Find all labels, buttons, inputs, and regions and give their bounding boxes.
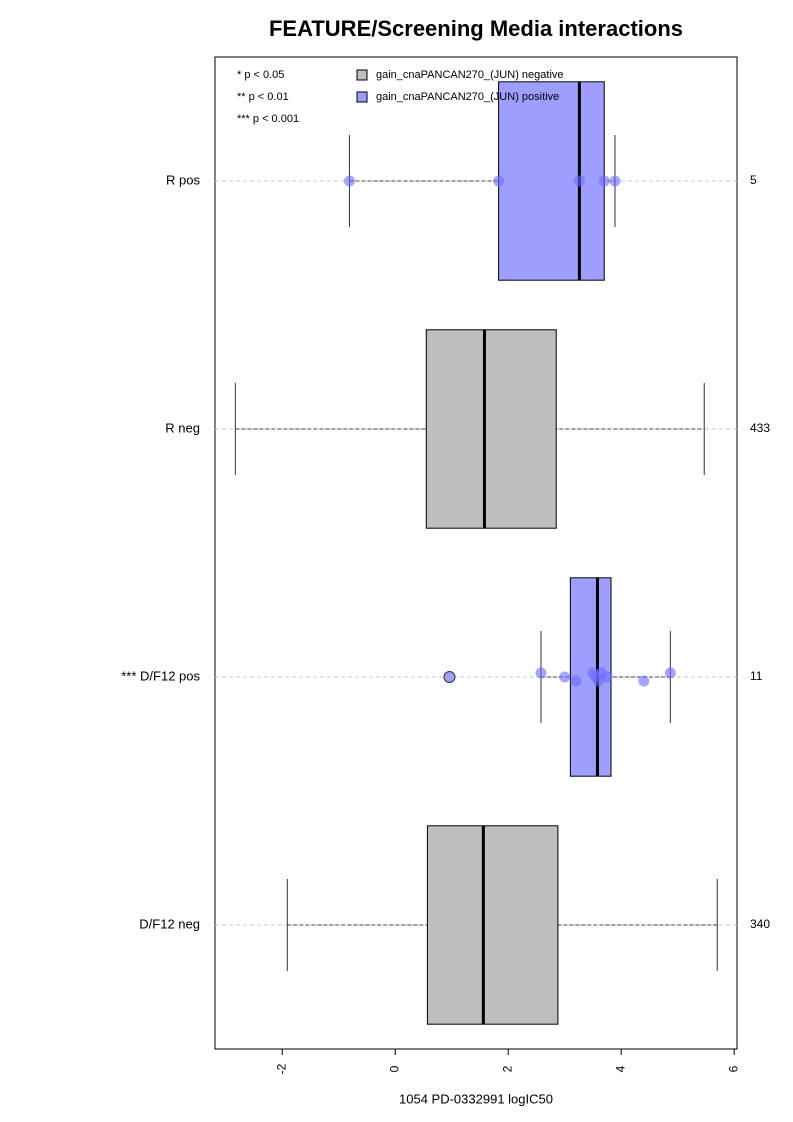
significance-legend: * p < 0.05 (237, 69, 284, 81)
data-point (559, 671, 571, 683)
legend-label: gain_cnaPANCAN270_(JUN) positive (376, 91, 559, 103)
data-point (609, 175, 621, 187)
y-tick-label: R pos (166, 172, 200, 187)
significance-legend: *** p < 0.001 (237, 113, 299, 125)
count-label: 433 (750, 421, 770, 435)
data-point (493, 175, 505, 187)
legend-swatch (356, 91, 368, 103)
data-point (570, 675, 582, 687)
box (498, 81, 605, 281)
box (425, 329, 557, 529)
count-label: 340 (750, 917, 770, 931)
count-label: 5 (750, 173, 757, 187)
data-point (638, 675, 650, 687)
y-tick-label: *** D/F12 pos (121, 668, 200, 683)
data-point (601, 671, 613, 683)
y-tick-label: R neg (165, 420, 200, 435)
x-tick-label: 2 (500, 1065, 514, 1072)
significance-legend: ** p < 0.01 (237, 91, 289, 103)
outlier (443, 671, 456, 683)
data-point (598, 175, 610, 187)
x-tick-label: -2 (274, 1063, 288, 1074)
x-tick-label: 4 (613, 1065, 627, 1072)
box (426, 825, 559, 1025)
data-point (343, 175, 355, 187)
data-point (535, 667, 547, 679)
legend-label: gain_cnaPANCAN270_(JUN) negative (376, 69, 564, 81)
data-point (573, 175, 585, 187)
data-point (664, 667, 676, 679)
chart-title: FEATURE/Screening Media interactions (269, 16, 683, 41)
legend-swatch (356, 69, 368, 81)
x-tick-label: 0 (387, 1065, 401, 1072)
y-tick-label: D/F12 neg (139, 916, 200, 931)
x-axis-label: 1054 PD-0332991 logIC50 (399, 1091, 553, 1106)
count-label: 11 (750, 669, 763, 683)
x-tick-label: 6 (726, 1065, 740, 1072)
